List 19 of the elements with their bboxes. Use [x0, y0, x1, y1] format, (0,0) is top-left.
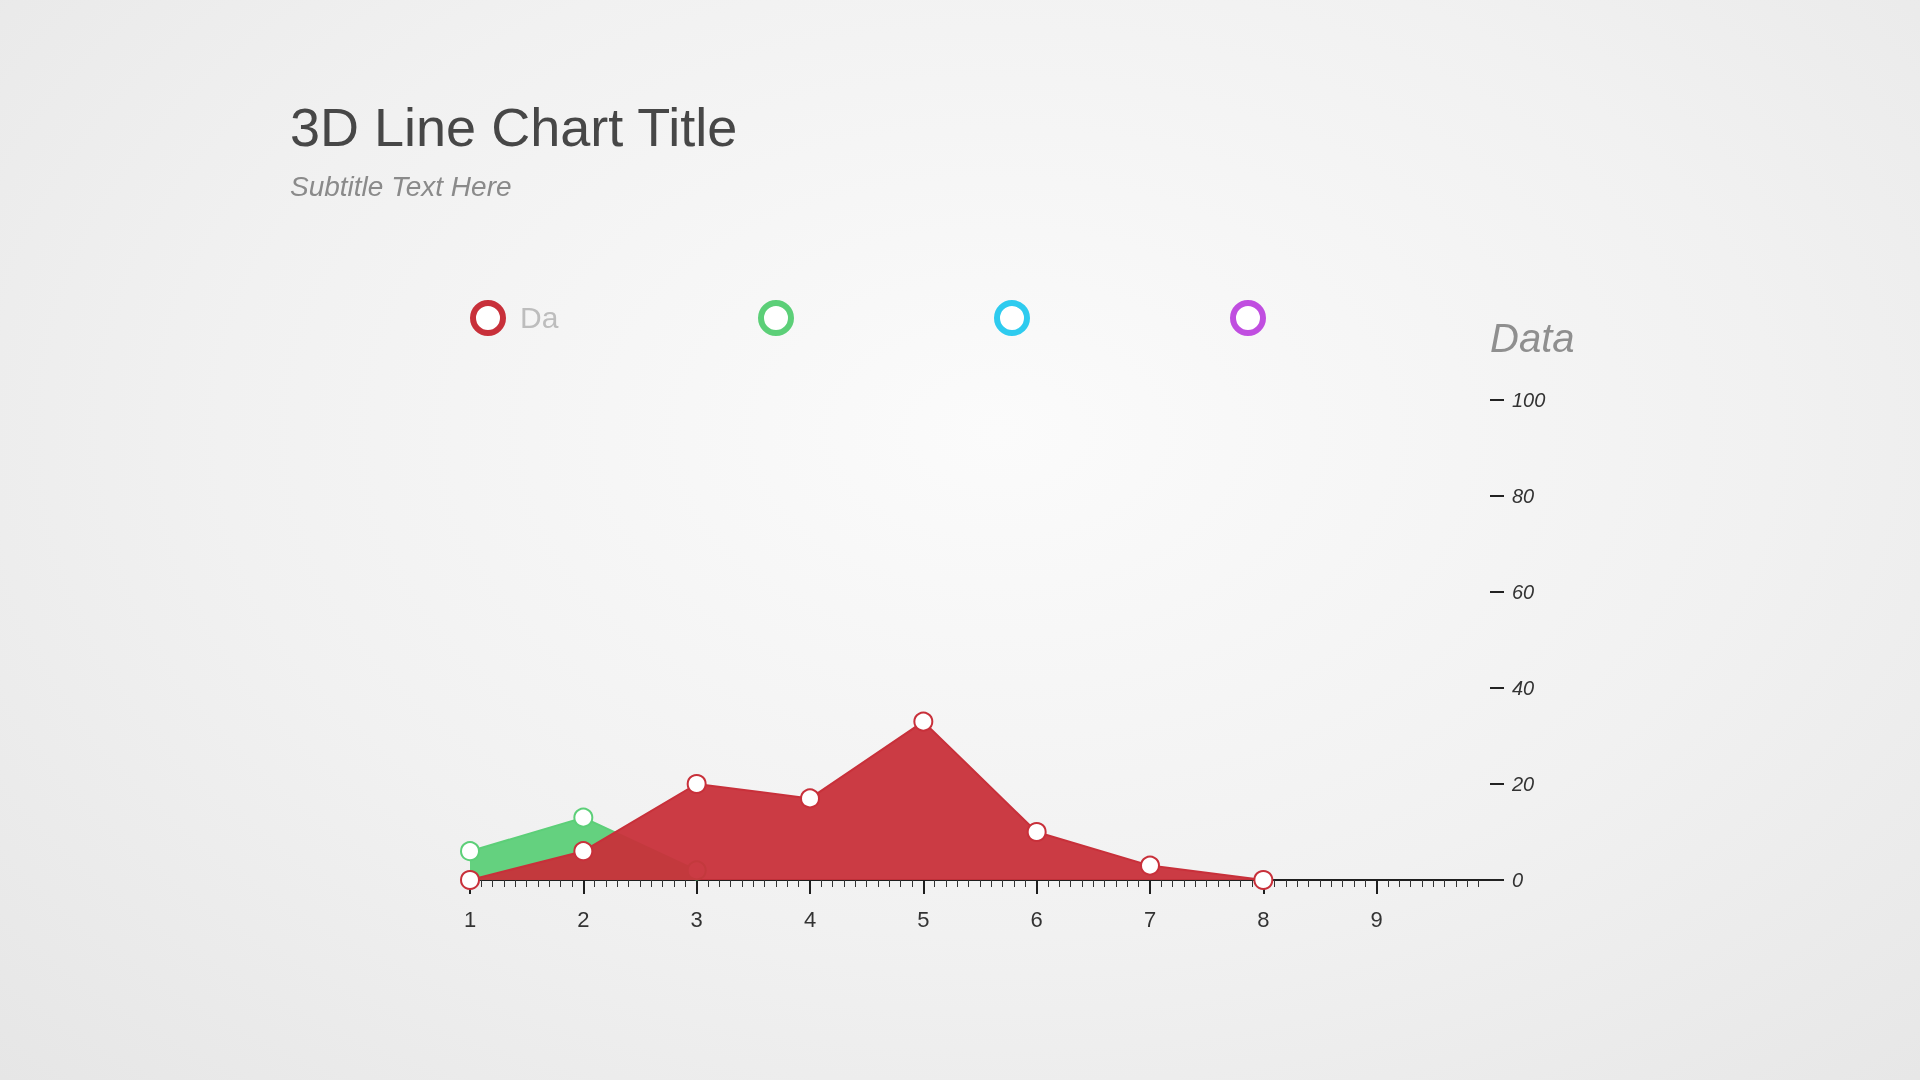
y-tick-label: 60 — [1512, 581, 1535, 603]
x-tick-label: 5 — [917, 906, 930, 932]
x-tick-label: 9 — [1370, 906, 1383, 932]
y-tick-label: 40 — [1512, 677, 1535, 699]
x-tick-label: 4 — [803, 906, 817, 932]
y-tick-label: 100 — [1512, 389, 1546, 411]
x-tick-label: 2 — [577, 906, 590, 932]
x-tick-label: 6 — [1030, 906, 1043, 932]
x-tick-label: 3 — [690, 906, 703, 932]
y-axis-title: Data — [1490, 316, 1575, 360]
chart-subtitle: Subtitle Text Here — [290, 170, 512, 202]
legend-label: Da — [520, 301, 559, 335]
y-tick-label: 80 — [1512, 485, 1535, 507]
x-tick-label: 1 — [463, 906, 477, 932]
y-tick-label: 0 — [1512, 869, 1524, 891]
chart-title: 3D Line Chart Title — [290, 97, 738, 157]
y-tick-label: 20 — [1511, 773, 1535, 795]
x-tick-label: 7 — [1143, 906, 1157, 932]
x-tick-label: 8 — [1257, 906, 1270, 932]
